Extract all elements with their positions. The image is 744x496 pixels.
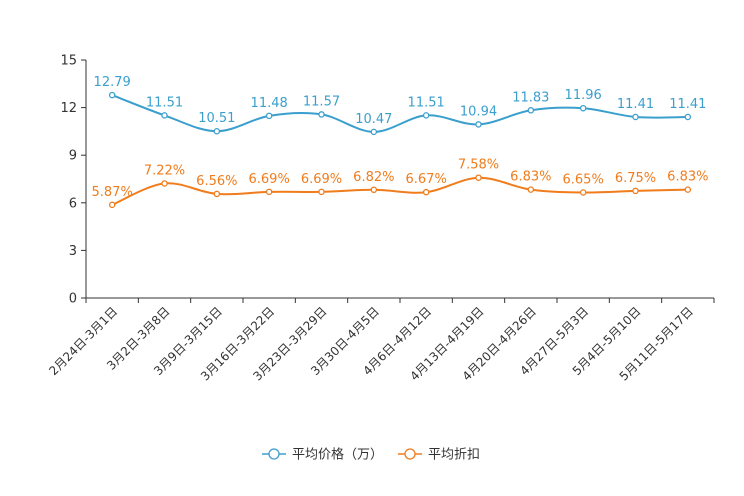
data-point[interactable] — [108, 201, 116, 209]
data-label: 11.51 — [146, 95, 183, 110]
data-point[interactable] — [422, 112, 430, 119]
data-point[interactable] — [632, 187, 639, 195]
data-label: 6.83% — [510, 170, 551, 185]
data-point[interactable] — [213, 190, 221, 198]
data-label: 10.51 — [198, 111, 235, 126]
data-point[interactable] — [370, 128, 378, 136]
legend-marker-icon — [268, 448, 280, 460]
data-label: 6.67% — [406, 172, 447, 187]
series-1: 5.87% 7.22% 6.56% 6.69% 6.69% 6.82% 6.67% 7.58%… — [92, 158, 708, 209]
x-axis-ticks: 2月24日-3月1日3月2日-3月8日3月9日-3月15日3月16日-3月22日… — [46, 298, 715, 384]
data-label: 11.51 — [408, 95, 445, 110]
data-point[interactable] — [265, 112, 273, 120]
series-line — [111, 94, 688, 133]
data-label: 11.48 — [251, 96, 288, 111]
data-label: 6.83% — [667, 170, 708, 185]
data-label: 10.94 — [460, 104, 497, 119]
data-label: 10.47 — [355, 112, 392, 127]
data-label: 11.57 — [303, 94, 340, 109]
data-label: 6.56% — [196, 174, 237, 189]
data-label: 6.69% — [249, 172, 290, 187]
data-label: 6.75% — [615, 171, 656, 186]
legend-marker-icon — [404, 448, 416, 460]
data-point[interactable] — [684, 113, 692, 121]
data-point[interactable] — [684, 186, 692, 193]
data-point[interactable] — [527, 107, 535, 114]
y-tick-label: 12 — [60, 101, 77, 116]
data-point[interactable] — [161, 112, 168, 119]
data-label: 6.65% — [563, 172, 604, 187]
y-tick-label: 0 — [69, 292, 77, 307]
data-point[interactable] — [318, 188, 325, 196]
y-tick-label: 3 — [69, 244, 77, 259]
data-point[interactable] — [475, 121, 482, 128]
series-0: 12.79 11.51 10.51 11.48 11.57 10.47 11.51 10.94… — [94, 75, 706, 136]
data-label: 12.79 — [94, 75, 131, 90]
y-tick-label: 9 — [69, 149, 77, 164]
data-label: 11.96 — [565, 88, 602, 103]
legend-label: 平均价格（万） — [292, 447, 383, 463]
data-point[interactable] — [632, 113, 639, 121]
data-point[interactable] — [527, 186, 535, 193]
y-tick-label: 15 — [60, 54, 77, 69]
legend-label: 平均折扣 — [428, 448, 480, 463]
data-point[interactable] — [213, 127, 221, 135]
data-label: 7.58% — [458, 158, 499, 173]
data-point[interactable] — [161, 180, 168, 187]
data-label: 11.83 — [512, 90, 549, 105]
y-tick-label: 6 — [69, 196, 77, 211]
data-point[interactable] — [475, 174, 482, 181]
data-label: 5.87% — [92, 185, 133, 200]
data-label: 11.41 — [617, 97, 654, 112]
data-label: 6.69% — [301, 172, 342, 187]
legend[interactable]: 平均价格（万） 平均折扣 — [262, 447, 480, 463]
y-axis-ticks: 0 3 6 9 12 15 — [60, 54, 86, 307]
series-group: 12.79 11.51 10.51 11.48 11.57 10.47 11.51 10.94… — [92, 75, 708, 209]
data-point[interactable] — [265, 188, 273, 196]
legend-item-1[interactable]: 平均折扣 — [398, 448, 480, 463]
data-label: 6.82% — [353, 170, 394, 185]
legend-item-0[interactable]: 平均价格（万） — [262, 447, 383, 463]
data-point[interactable] — [370, 186, 378, 194]
data-point[interactable] — [422, 188, 430, 196]
data-point[interactable] — [108, 91, 116, 99]
data-point[interactable] — [318, 111, 325, 118]
data-label: 7.22% — [144, 163, 185, 178]
data-point[interactable] — [579, 104, 587, 112]
data-point[interactable] — [579, 189, 587, 196]
series-line — [111, 176, 688, 206]
data-label: 11.41 — [669, 97, 706, 112]
